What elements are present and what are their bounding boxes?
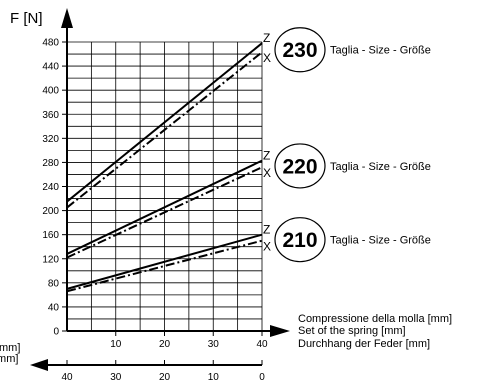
y-tick-label: 200	[42, 206, 59, 217]
size-caption: Taglia - Size - Größe	[330, 45, 431, 57]
size-number: 230	[282, 39, 317, 62]
series-end-label: Z	[263, 149, 270, 163]
x-tick-label: 20	[159, 339, 171, 350]
x2-axis-label-fragment: mm]	[0, 342, 20, 354]
x-tick-label: 10	[110, 339, 122, 350]
x-tick-label: 30	[208, 339, 220, 350]
y-tick-label: 440	[42, 62, 59, 73]
chart-grid	[67, 41, 263, 331]
y-tick-label: 0	[53, 327, 59, 338]
size-number: 220	[282, 155, 317, 178]
series-end-label: X	[263, 166, 271, 180]
chart-series	[66, 42, 263, 293]
x-axis-label-it: Compressione della molla [mm]	[298, 313, 452, 325]
y-tick-label: 320	[42, 134, 59, 145]
y-tick-label: 360	[42, 110, 59, 121]
series-line-220-z	[66, 159, 263, 255]
x2-tick-label: 10	[208, 372, 220, 383]
series-line-210-z	[66, 233, 263, 290]
x2-axis-label-fragment: [mm]	[0, 353, 18, 365]
series-end-label: Z	[263, 31, 270, 45]
series-line-230-z	[66, 42, 263, 203]
series-line-230-x	[66, 51, 263, 209]
chart-axes	[30, 8, 290, 371]
series-line-220-x	[66, 166, 263, 259]
x-axis-label-en: Set of the spring [mm]	[298, 325, 406, 337]
x2-tick-label: 20	[159, 372, 171, 383]
y-axis-arrow	[61, 8, 73, 28]
size-caption: Taglia - Size - Größe	[330, 235, 431, 247]
y-tick-label: 80	[48, 278, 60, 289]
x-axis-arrow	[270, 325, 290, 337]
size-circle	[274, 217, 326, 263]
series-end-label: X	[263, 240, 271, 254]
x-tick-label: 40	[256, 339, 268, 350]
y-tick-label: 240	[42, 182, 59, 193]
y-tick-label: 40	[48, 302, 60, 313]
size-number: 210	[282, 229, 317, 252]
size-circle	[274, 143, 326, 189]
series-end-label: Z	[263, 223, 270, 237]
chart-labels: F [N] Compressione della molla [mm] Set …	[0, 10, 452, 365]
x-axis-label-de: Durchhang der Feder [mm]	[298, 338, 430, 350]
y-tick-label: 280	[42, 158, 59, 169]
size-circle	[274, 27, 326, 73]
x2-tick-label: 40	[61, 372, 73, 383]
y-tick-label: 480	[42, 38, 59, 49]
y-tick-label: 400	[42, 86, 59, 97]
y-axis-title: F [N]	[10, 10, 43, 27]
y-tick-label: 120	[42, 254, 59, 265]
y-tick-label: 160	[42, 230, 59, 241]
size-caption: Taglia - Size - Größe	[330, 161, 431, 173]
x2-tick-label: 30	[110, 372, 122, 383]
x2-axis-arrow	[30, 359, 48, 371]
x2-tick-label: 0	[259, 372, 265, 383]
series-end-label: X	[263, 51, 271, 65]
